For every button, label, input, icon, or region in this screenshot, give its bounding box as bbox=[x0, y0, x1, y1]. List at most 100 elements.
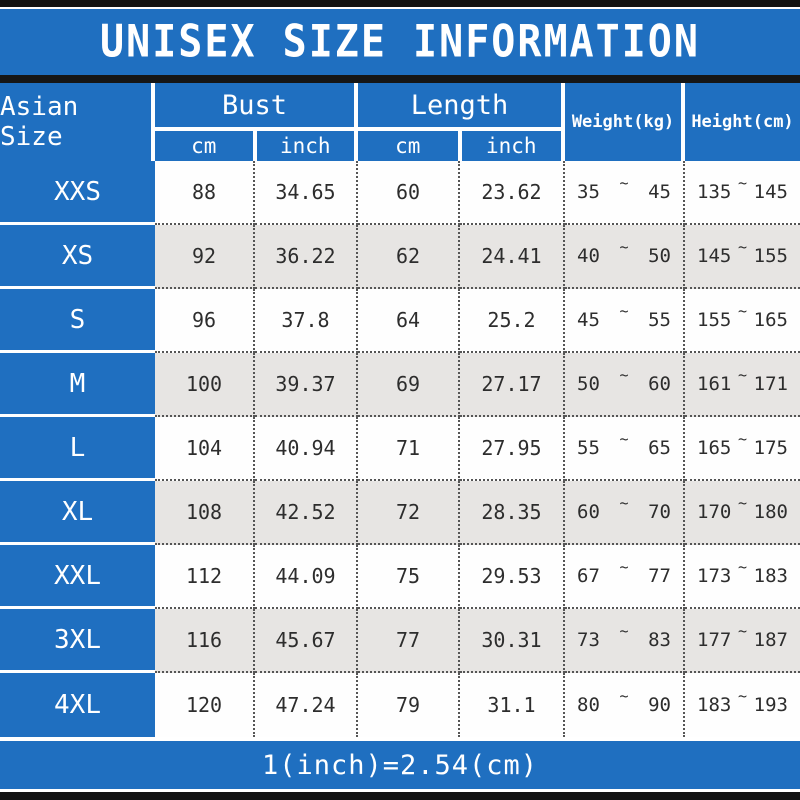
size-label-cell: 3XL bbox=[0, 609, 155, 673]
length-cm-cell: 72 bbox=[358, 481, 460, 545]
length-inch-cell: 24.41 bbox=[460, 225, 565, 289]
header-bust-cm: cm bbox=[155, 131, 257, 161]
height-max: 145 bbox=[753, 181, 788, 203]
length-inch-cell: 31.1 bbox=[460, 673, 565, 737]
bust-cm-cell: 96 bbox=[155, 289, 255, 353]
header-length-cm: cm bbox=[358, 131, 462, 161]
weight-max: 50 bbox=[648, 245, 671, 267]
bust-cm-cell: 108 bbox=[155, 481, 255, 545]
weight-min: 73 bbox=[577, 629, 600, 651]
bust-cm-cell: 112 bbox=[155, 545, 255, 609]
weight-max: 70 bbox=[648, 501, 671, 523]
header-bust-inch: inch bbox=[256, 131, 354, 161]
size-label-cell: 4XL bbox=[0, 673, 155, 737]
table-header: Asian Size Bust cm inch Length cm inch W… bbox=[0, 83, 800, 161]
height-range-cell: 173 ~ 183 bbox=[685, 545, 800, 609]
weight-range-cell: 55 ~ 65 bbox=[565, 417, 685, 481]
bottom-black-bar bbox=[0, 789, 800, 800]
size-label-cell: XS bbox=[0, 225, 155, 289]
table-row: S 96 37.8 64 25.2 45 ~ 55 155 ~ 165 bbox=[0, 289, 800, 353]
height-max: 155 bbox=[753, 245, 788, 267]
size-label-cell: M bbox=[0, 353, 155, 417]
weight-range-cell: 60 ~ 70 bbox=[565, 481, 685, 545]
length-inch-cell: 27.17 bbox=[460, 353, 565, 417]
length-cm-cell: 69 bbox=[358, 353, 460, 417]
height-max: 180 bbox=[753, 501, 788, 523]
footer-band: 1(inch)=2.54(cm) bbox=[0, 737, 800, 789]
weight-max: 60 bbox=[648, 373, 671, 395]
height-range-cell: 177 ~ 187 bbox=[685, 609, 800, 673]
bust-inch-cell: 45.67 bbox=[255, 609, 358, 673]
tilde-glyph: ~ bbox=[737, 302, 748, 320]
height-range-cell: 183 ~ 193 bbox=[685, 673, 800, 737]
height-min: 135 bbox=[697, 181, 732, 203]
weight-range-cell: 80 ~ 90 bbox=[565, 673, 685, 737]
length-cm-cell: 71 bbox=[358, 417, 460, 481]
tilde-glyph: ~ bbox=[737, 174, 748, 192]
bust-inch-cell: 44.09 bbox=[255, 545, 358, 609]
weight-range-cell: 50 ~ 60 bbox=[565, 353, 685, 417]
height-max: 165 bbox=[753, 309, 788, 331]
size-label-cell: XXS bbox=[0, 161, 155, 225]
bust-inch-cell: 34.65 bbox=[255, 161, 358, 225]
size-label-cell: L bbox=[0, 417, 155, 481]
tilde-glyph: ~ bbox=[737, 430, 748, 448]
height-range-cell: 170 ~ 180 bbox=[685, 481, 800, 545]
weight-min: 40 bbox=[577, 245, 600, 267]
tilde-glyph: ~ bbox=[619, 687, 629, 705]
length-inch-cell: 29.53 bbox=[460, 545, 565, 609]
tilde-glyph: ~ bbox=[619, 558, 629, 576]
height-max: 193 bbox=[753, 694, 788, 716]
table-row: XS 92 36.22 62 24.41 40 ~ 50 145 ~ 155 bbox=[0, 225, 800, 289]
weight-range-cell: 45 ~ 55 bbox=[565, 289, 685, 353]
weight-min: 35 bbox=[577, 181, 600, 203]
tilde-glyph: ~ bbox=[619, 174, 629, 192]
header-length-label: Length bbox=[358, 83, 561, 131]
tilde-glyph: ~ bbox=[737, 366, 748, 384]
tilde-glyph: ~ bbox=[619, 430, 629, 448]
length-cm-cell: 75 bbox=[358, 545, 460, 609]
height-min: 161 bbox=[697, 373, 732, 395]
weight-max: 45 bbox=[648, 181, 671, 203]
table-row: XL 108 42.52 72 28.35 60 ~ 70 170 ~ 180 bbox=[0, 481, 800, 545]
height-min: 165 bbox=[697, 437, 732, 459]
length-inch-cell: 23.62 bbox=[460, 161, 565, 225]
page-title: UNISEX SIZE INFORMATION bbox=[100, 16, 700, 68]
weight-max: 55 bbox=[648, 309, 671, 331]
table-row: 3XL 116 45.67 77 30.31 73 ~ 83 177 ~ 187 bbox=[0, 609, 800, 673]
height-min: 145 bbox=[697, 245, 732, 267]
bust-cm-cell: 100 bbox=[155, 353, 255, 417]
bust-inch-cell: 39.37 bbox=[255, 353, 358, 417]
bust-cm-cell: 88 bbox=[155, 161, 255, 225]
tilde-glyph: ~ bbox=[619, 622, 629, 640]
size-label-cell: S bbox=[0, 289, 155, 353]
height-max: 187 bbox=[753, 629, 788, 651]
table-row: 4XL 120 47.24 79 31.1 80 ~ 90 183 ~ 193 bbox=[0, 673, 800, 737]
height-min: 183 bbox=[697, 694, 732, 716]
tilde-glyph: ~ bbox=[619, 366, 629, 384]
length-cm-cell: 64 bbox=[358, 289, 460, 353]
weight-max: 90 bbox=[648, 694, 671, 716]
weight-min: 67 bbox=[577, 565, 600, 587]
length-inch-cell: 30.31 bbox=[460, 609, 565, 673]
height-max: 171 bbox=[753, 373, 788, 395]
weight-range-cell: 73 ~ 83 bbox=[565, 609, 685, 673]
tilde-glyph: ~ bbox=[619, 494, 629, 512]
length-inch-cell: 27.95 bbox=[460, 417, 565, 481]
height-min: 170 bbox=[697, 501, 732, 523]
weight-min: 45 bbox=[577, 309, 600, 331]
header-bust-label: Bust bbox=[155, 83, 354, 131]
length-inch-cell: 28.35 bbox=[460, 481, 565, 545]
bust-inch-cell: 40.94 bbox=[255, 417, 358, 481]
bust-cm-cell: 104 bbox=[155, 417, 255, 481]
weight-min: 60 bbox=[577, 501, 600, 523]
height-range-cell: 135 ~ 145 bbox=[685, 161, 800, 225]
header-length-inch: inch bbox=[461, 131, 561, 161]
title-band: UNISEX SIZE INFORMATION bbox=[0, 9, 800, 75]
header-height: Height(cm) bbox=[685, 83, 800, 161]
table-row: XXS 88 34.65 60 23.62 35 ~ 45 135 ~ 145 bbox=[0, 161, 800, 225]
header-bust-subs: cm inch bbox=[155, 131, 354, 161]
table-row: L 104 40.94 71 27.95 55 ~ 65 165 ~ 175 bbox=[0, 417, 800, 481]
size-label-cell: XL bbox=[0, 481, 155, 545]
bust-cm-cell: 92 bbox=[155, 225, 255, 289]
